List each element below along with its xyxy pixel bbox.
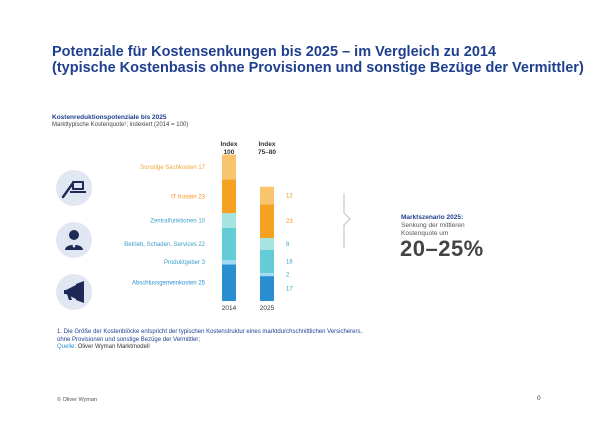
left-label-betrieb-schaden-services: Betrieb, Schaden, Services 22 xyxy=(124,242,205,248)
source-label: Quelle: xyxy=(57,344,77,350)
bar-segment-2025-abschlussgemeinkosten xyxy=(260,276,274,301)
right-label-1: 23 xyxy=(286,219,293,225)
scenario-title: Marktszenario 2025: xyxy=(401,214,464,221)
chart-heading: Kostenreduktionspotenziale bis 2025 xyxy=(52,114,167,121)
scenario-line-2: Kostenquote um xyxy=(401,230,449,237)
scenario-value: 20–25% xyxy=(400,236,484,261)
scenario-bracket xyxy=(343,193,351,248)
megaphone-icon xyxy=(56,274,92,310)
page-title: Potenziale für Kostensenkungen bis 2025 … xyxy=(52,44,584,76)
bar-segment-2025-zentralfunktionen xyxy=(260,238,274,250)
footnote-line-1: 1. Die Größe der Kostenblöcke entspricht… xyxy=(57,329,363,335)
bar-segment-2014-betrieb-schaden-services xyxy=(222,227,236,260)
bar-segment-2025-betrieb-schaden-services xyxy=(260,249,274,274)
bar-segment-2025-sonstige-sachkosten xyxy=(260,186,274,205)
page-number: 0 xyxy=(537,395,541,402)
column-header-2014-line1: Index xyxy=(220,141,238,148)
bar-segment-2014-sonstige-sachkosten xyxy=(222,154,236,180)
copyright: © Oliver Wyman xyxy=(57,397,98,403)
column-header-2025: Index 75–80 xyxy=(248,141,286,157)
left-label-it-kosten: IT Kosten 23 xyxy=(171,194,206,200)
left-label-produktgeber: Produktgeber 3 xyxy=(164,260,206,266)
title-line-2: (typische Kostenbasis ohne Provisionen u… xyxy=(52,60,584,76)
scenario-line-1: Senkung der mittleren xyxy=(401,222,465,229)
column-header-2014-line2: 100 xyxy=(223,149,235,156)
bar-segment-2014-it-kosten xyxy=(222,179,236,214)
column-header-2014: Index 100 xyxy=(210,141,248,157)
column-header-2025-line1: Index xyxy=(258,141,276,148)
pen-computer-icon xyxy=(56,170,92,206)
scenario-description: Senkung der mittleren Kostenquote um xyxy=(401,222,511,238)
right-label-2: 8 xyxy=(286,242,290,248)
bar-segment-2014-zentralfunktionen xyxy=(222,213,236,228)
right-label-0: 12 xyxy=(286,194,293,200)
chart-subheading: Markttypische Kostenquote¹; indexiert (2… xyxy=(52,122,189,128)
x-tick-2025: 2025 xyxy=(260,305,275,312)
person-icon xyxy=(56,222,92,258)
title-line-1: Potenziale für Kostensenkungen bis 2025 … xyxy=(52,44,497,60)
right-label-4: 2 xyxy=(286,273,290,279)
right-label-3: 16 xyxy=(286,259,293,265)
left-label-sonstige-sachkosten: Sonstige Sachkosten 17 xyxy=(140,165,205,171)
left-label-zentralfunktionen: Zentralfunktionen 10 xyxy=(150,218,205,224)
column-header-2025-line2: 75–80 xyxy=(257,149,277,156)
bar-segment-2025-it-kosten xyxy=(260,204,274,238)
footnote: 1. Die Größe der Kostenblöcke entspricht… xyxy=(57,328,477,344)
footnote-line-2: ohne Provisionen und sonstige Bezüge der… xyxy=(57,337,201,343)
bar-segment-2014-produktgeber xyxy=(222,260,236,265)
source: Quelle: Oliver Wyman Marktmodell xyxy=(57,344,150,350)
left-label-abschlussgemeinkosten: Abschlussgemeinkosten 25 xyxy=(132,281,206,287)
bar-segment-2025-produktgeber xyxy=(260,273,274,277)
x-tick-2014: 2014 xyxy=(222,305,237,312)
source-text: Oliver Wyman Marktmodell xyxy=(77,344,150,350)
right-label-5: 17 xyxy=(286,287,293,293)
bar-segment-2014-abschlussgemeinkosten xyxy=(222,264,236,301)
